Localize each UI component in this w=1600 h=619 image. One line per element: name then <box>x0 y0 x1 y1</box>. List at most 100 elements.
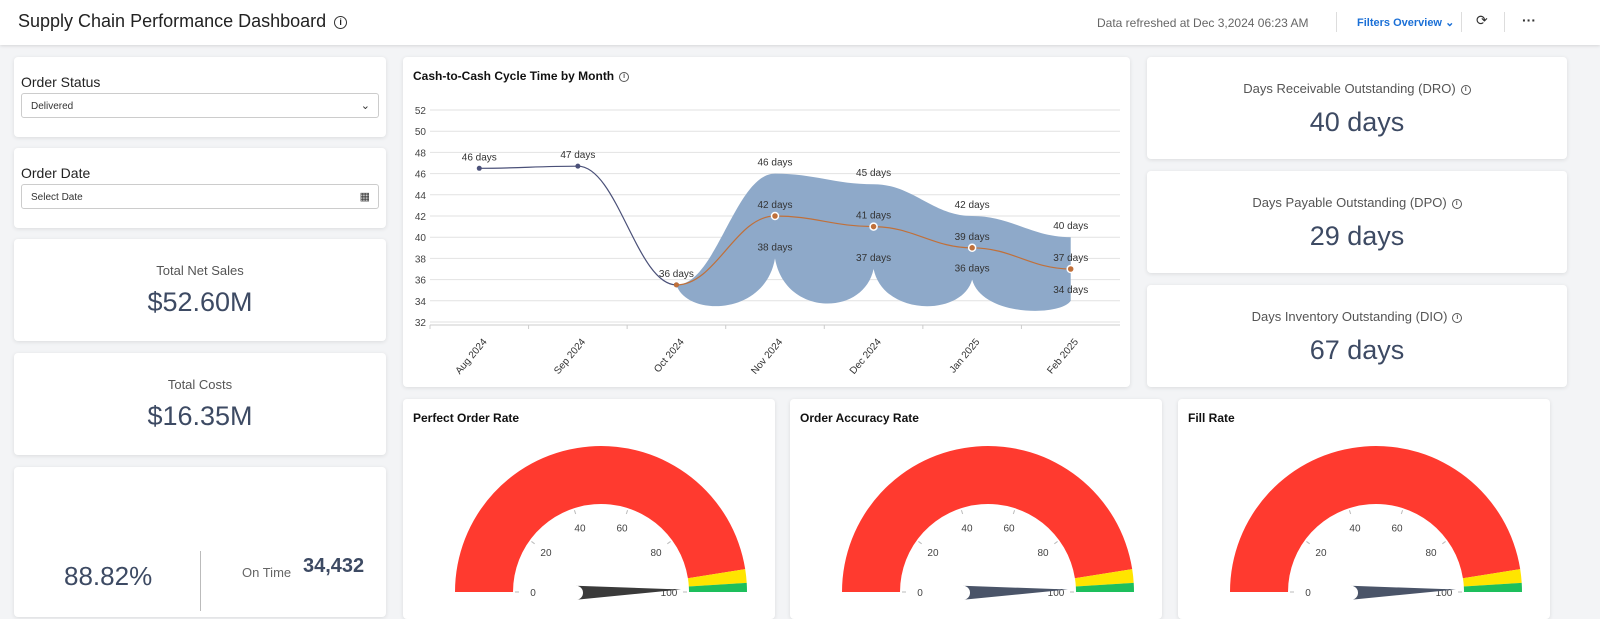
on-time-card: 88.82% On Time 34,432 <box>14 467 386 617</box>
gauge: 0 20 40 60 80 100 <box>842 446 1134 600</box>
data-label: 47 days <box>560 150 595 161</box>
gauge-tick-label: 60 <box>1003 523 1015 534</box>
gauge-range <box>687 569 747 587</box>
gauge-tick-label: 0 <box>1305 588 1311 599</box>
on-time-count: 34,432 <box>303 555 365 577</box>
gauge-tick <box>667 541 671 545</box>
gauge-tick-label: 20 <box>1315 548 1327 559</box>
chevron-down-icon: ⌄ <box>360 100 370 112</box>
y-tick-label: 34 <box>415 297 427 308</box>
info-icon[interactable]: i <box>1452 312 1463 323</box>
gauge-tick <box>918 541 922 545</box>
y-tick-label: 44 <box>415 191 427 202</box>
data-label: 39 days <box>955 232 990 243</box>
forecast-point <box>967 243 977 253</box>
x-tick-label: Jan 2025 <box>948 337 983 376</box>
forecast-range-band <box>676 173 1071 311</box>
order-status-select[interactable]: Delivered ⌄ <box>21 93 379 118</box>
y-tick-label: 40 <box>415 233 427 244</box>
y-tick-label: 46 <box>415 170 427 181</box>
divider <box>1461 12 1462 32</box>
gauge-tick-label: 40 <box>574 523 586 534</box>
x-tick-label: Dec 2024 <box>848 337 884 377</box>
top-bar: Supply Chain Performance Dashboard i Data… <box>0 0 1600 45</box>
divider <box>200 551 201 611</box>
data-label: 46 days <box>462 152 497 163</box>
y-tick-label: 50 <box>415 127 427 138</box>
forecast-point <box>869 222 878 231</box>
data-label: 34 days <box>1053 285 1088 296</box>
order-date-input[interactable]: Select Date ▦ <box>21 184 379 209</box>
y-tick-label: 48 <box>415 148 427 159</box>
y-tick-label: 38 <box>415 254 427 265</box>
divider <box>1504 12 1505 32</box>
info-icon[interactable]: i <box>334 15 348 29</box>
gauge-range <box>1462 569 1522 587</box>
chart-title: Cash-to-Cash Cycle Time by Month i <box>413 69 630 83</box>
gauge-tick <box>1400 510 1404 515</box>
data-label: 36 days <box>955 264 990 275</box>
gauge-tick-label: 20 <box>927 548 939 559</box>
data-label: 37 days <box>1053 253 1088 264</box>
forecast-point <box>673 282 679 288</box>
gauge-tick <box>1054 541 1058 545</box>
gauge-tick-label: 40 <box>961 523 973 534</box>
gauge-tick <box>1306 541 1310 545</box>
info-icon[interactable]: i <box>1451 198 1462 209</box>
dpo-card: Days Payable Outstanding (DPO) i 29 days <box>1147 171 1567 273</box>
calendar-icon[interactable]: ▦ <box>359 191 370 203</box>
gauge-tick-label: 80 <box>1425 548 1437 559</box>
perfect-order-rate-card: Perfect Order Rate 0 20 40 60 80 100 <box>403 399 775 619</box>
gauge-tick-label: 100 <box>661 588 678 599</box>
data-label: 38 days <box>757 242 792 253</box>
y-tick-label: 36 <box>415 276 427 287</box>
gauge-tick-label: 0 <box>917 588 923 599</box>
gauge-range <box>1075 582 1134 592</box>
y-tick-label: 32 <box>415 318 427 329</box>
data-label: 41 days <box>856 211 891 222</box>
gauge-range <box>1074 569 1134 587</box>
dro-card: Days Receivable Outstanding (DRO) i 40 da… <box>1147 57 1567 159</box>
gauge-tick <box>625 510 629 515</box>
refresh-timestamp: Data refreshed at Dec 3,2024 06:23 AM <box>1097 16 1309 30</box>
gauge-tick-label: 80 <box>1037 548 1049 559</box>
x-tick-label: Oct 2024 <box>652 337 687 375</box>
forecast-point <box>770 211 780 221</box>
refresh-icon[interactable]: ⟳ <box>1476 12 1488 28</box>
info-icon[interactable]: i <box>619 71 630 82</box>
gauge-range <box>1463 582 1522 592</box>
line-chart: 32 34 36 38 40 42 44 46 48 50 52 Aug 2024 Sep 2024 Oc… <box>415 106 1120 377</box>
gauge-needle <box>1350 585 1456 600</box>
gauge-tick <box>573 510 577 515</box>
gauge-tick-label: 40 <box>1349 523 1361 534</box>
gauge-tick <box>1348 510 1352 515</box>
gauge: 0 20 40 60 80 100 <box>1230 446 1522 600</box>
dio-card: Days Inventory Outstanding (DIO) i 67 day… <box>1147 285 1567 387</box>
page-title: Supply Chain Performance Dashboard i <box>18 11 348 32</box>
gauge: 0 20 40 60 80 100 <box>455 446 747 600</box>
gauge-tick-label: 100 <box>1048 588 1065 599</box>
gauge-range <box>688 582 747 592</box>
data-label: 46 days <box>757 158 792 169</box>
gauge-tick-label: 0 <box>530 588 536 599</box>
total-costs-card: Total Costs $16.35M <box>14 353 386 455</box>
x-tick-label: Feb 2025 <box>1045 337 1081 377</box>
net-sales-card: Total Net Sales $52.60M <box>14 239 386 341</box>
filters-overview-button[interactable]: Filters Overview ⌄ <box>1357 17 1455 29</box>
gauge-tick-label: 60 <box>616 523 628 534</box>
info-icon[interactable]: i <box>1460 84 1471 95</box>
x-tick-label: Nov 2024 <box>749 337 785 377</box>
gauge-range <box>1230 446 1521 592</box>
gauge-tick <box>531 541 535 545</box>
gauge-tick <box>960 510 964 515</box>
cash-cycle-chart-card: Cash-to-Cash Cycle Time by Month i 32 34 36… <box>403 57 1130 387</box>
data-label: 40 days <box>1053 221 1088 232</box>
chevron-down-icon: ⌄ <box>1445 17 1455 29</box>
gauge-tick <box>1442 541 1446 545</box>
gauge-tick <box>1012 510 1016 515</box>
order-accuracy-rate-card: Order Accuracy Rate 0 20 40 60 80 100 <box>790 399 1162 619</box>
more-options-icon[interactable]: ··· <box>1522 12 1536 28</box>
gauge-tick-label: 60 <box>1391 523 1403 534</box>
fill-rate-card: Fill Rate 0 20 40 60 80 100 <box>1178 399 1550 619</box>
forecast-point <box>1066 264 1075 274</box>
